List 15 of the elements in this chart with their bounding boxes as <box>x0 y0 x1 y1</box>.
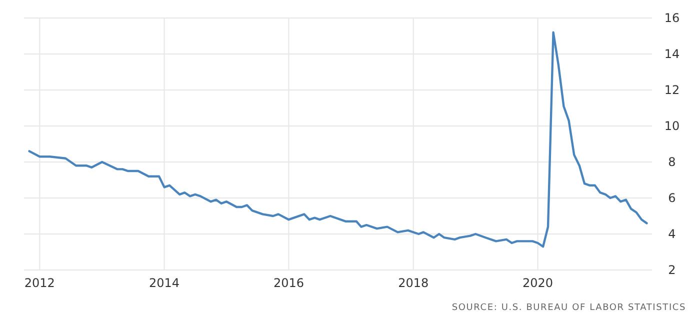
y-tick-label: 10 <box>664 119 680 134</box>
x-tick-label: 2014 <box>149 276 180 290</box>
x-tick-label: 2012 <box>24 276 55 290</box>
line-series <box>28 31 648 248</box>
y-tick-label: 12 <box>664 83 680 98</box>
source-note: SOURCE: U.S. BUREAU OF LABOR STATISTICS <box>452 303 686 313</box>
x-tick-label: 2020 <box>522 276 554 290</box>
y-tick-label: 4 <box>668 227 676 242</box>
y-tick-label: 16 <box>664 11 680 26</box>
y-tick-label: 8 <box>668 155 676 170</box>
y-tick-label: 14 <box>664 47 680 62</box>
x-tick-label: 2018 <box>398 276 429 290</box>
y-tick-label: 2 <box>668 263 676 278</box>
x-tick-label: 2016 <box>273 276 304 290</box>
y-tick-label: 6 <box>668 191 676 206</box>
